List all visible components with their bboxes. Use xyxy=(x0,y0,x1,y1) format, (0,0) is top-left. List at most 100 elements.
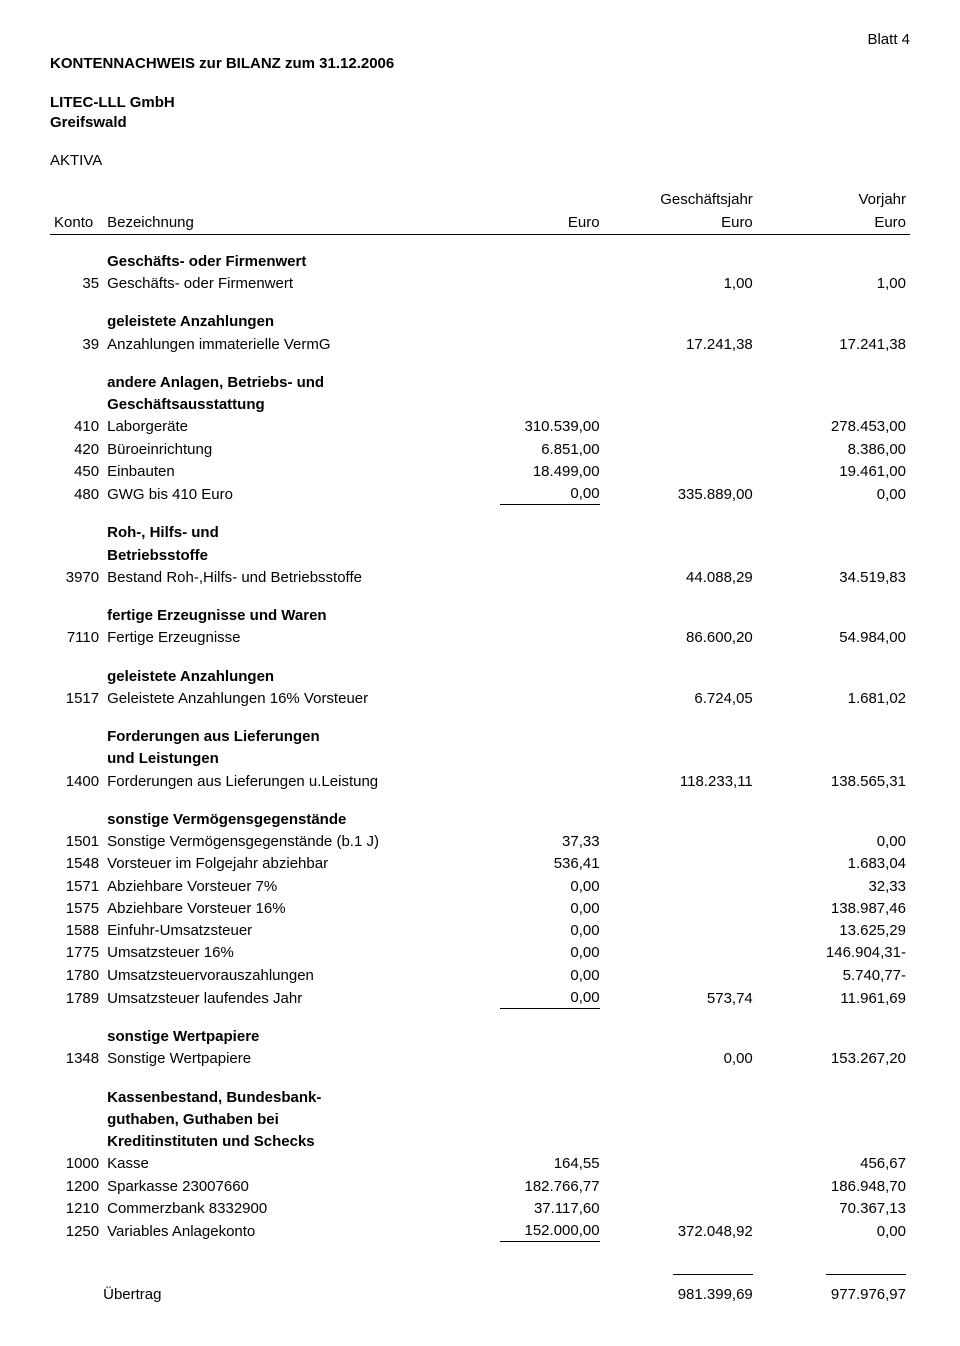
amount-current-year: 44.088,29 xyxy=(604,567,757,589)
account-description: Variables Anlagekonto xyxy=(103,1220,450,1243)
amount-prior-year: 1.681,02 xyxy=(757,688,910,710)
amount-current-year xyxy=(604,1198,757,1220)
group-heading-row: und Leistungen xyxy=(50,748,910,770)
account-number: 1517 xyxy=(50,688,103,710)
account-number: 1250 xyxy=(50,1220,103,1243)
group-heading: sonstige Wertpapiere xyxy=(103,1026,450,1048)
account-description: Büroeinrichtung xyxy=(103,439,450,461)
col-header-vorjahr: Vorjahr xyxy=(757,189,910,211)
amount-prior-year: 70.367,13 xyxy=(757,1198,910,1220)
account-description: Commerzbank 8332900 xyxy=(103,1198,450,1220)
amount-detail: 182.766,77 xyxy=(450,1176,603,1198)
group-heading-row: geleistete Anzahlungen xyxy=(50,311,910,333)
footer-table: Übertrag 981.399,69 977.976,97 xyxy=(50,1261,910,1306)
account-description: Forderungen aus Lieferungen u.Leistung xyxy=(103,771,450,793)
ledger-row: 7110Fertige Erzeugnisse86.600,2054.984,0… xyxy=(50,627,910,649)
ledger-row: 420Büroeinrichtung6.851,008.386,00 xyxy=(50,439,910,461)
amount-prior-year: 54.984,00 xyxy=(757,627,910,649)
spacer-row xyxy=(50,234,910,251)
amount-prior-year: 8.386,00 xyxy=(757,439,910,461)
amount-prior-year: 17.241,38 xyxy=(757,334,910,356)
amount-detail: 0,00 xyxy=(450,942,603,964)
group-heading: guthaben, Guthaben bei xyxy=(103,1109,450,1131)
account-number: 1571 xyxy=(50,876,103,898)
amount-detail: 152.000,00 xyxy=(450,1220,603,1243)
group-heading: geleistete Anzahlungen xyxy=(103,666,450,688)
ledger-row: 1780Umsatzsteuervorauszahlungen0,005.740… xyxy=(50,965,910,987)
account-number: 1575 xyxy=(50,898,103,920)
group-heading: Geschäftsausstattung xyxy=(103,394,450,416)
account-number: 1210 xyxy=(50,1198,103,1220)
amount-detail: 0,00 xyxy=(450,876,603,898)
group-heading: Geschäfts- oder Firmenwert xyxy=(103,251,450,273)
account-description: GWG bis 410 Euro xyxy=(103,483,450,506)
amount-prior-year: 0,00 xyxy=(757,483,910,506)
col-header-geschaeftsjahr: Geschäftsjahr xyxy=(604,189,757,211)
carryover-label: Übertrag xyxy=(103,1284,450,1306)
ledger-row: 410Laborgeräte310.539,00278.453,00 xyxy=(50,416,910,438)
spacer-row xyxy=(50,1010,910,1026)
amount-current-year xyxy=(604,831,757,853)
company-city: Greifswald xyxy=(50,113,910,133)
amount-detail: 37,33 xyxy=(450,831,603,853)
amount-detail: 310.539,00 xyxy=(450,416,603,438)
account-description: Laborgeräte xyxy=(103,416,450,438)
amount-current-year: 573,74 xyxy=(604,987,757,1010)
account-description: Umsatzsteuer laufendes Jahr xyxy=(103,987,450,1010)
amount-current-year: 372.048,92 xyxy=(604,1220,757,1243)
amount-current-year xyxy=(604,898,757,920)
amount-prior-year: 146.904,31- xyxy=(757,942,910,964)
amount-detail: 6.851,00 xyxy=(450,439,603,461)
ledger-table: Geschäftsjahr Vorjahr Konto Bezeichnung … xyxy=(50,189,910,1243)
ledger-row: 480GWG bis 410 Euro0,00335.889,000,00 xyxy=(50,483,910,506)
amount-current-year: 0,00 xyxy=(604,1048,757,1070)
group-heading: andere Anlagen, Betriebs- und xyxy=(103,372,450,394)
account-description: Geschäfts- oder Firmenwert xyxy=(103,273,450,295)
amount-detail: 0,00 xyxy=(450,920,603,942)
spacer-row xyxy=(50,650,910,666)
account-number: 1588 xyxy=(50,920,103,942)
account-description: Anzahlungen immaterielle VermG xyxy=(103,334,450,356)
ledger-row: 1348Sonstige Wertpapiere0,00153.267,20 xyxy=(50,1048,910,1070)
amount-current-year xyxy=(604,920,757,942)
ledger-row: 450Einbauten18.499,0019.461,00 xyxy=(50,461,910,483)
group-heading-row: Forderungen aus Lieferungen xyxy=(50,726,910,748)
amount-detail xyxy=(450,273,603,295)
group-heading-row: Geschäfts- oder Firmenwert xyxy=(50,251,910,273)
spacer-row xyxy=(50,506,910,522)
account-number: 410 xyxy=(50,416,103,438)
amount-detail: 0,00 xyxy=(450,965,603,987)
account-number: 480 xyxy=(50,483,103,506)
account-description: Sparkasse 23007660 xyxy=(103,1176,450,1198)
group-heading-row: Geschäftsausstattung xyxy=(50,394,910,416)
col-header-euro: Euro xyxy=(450,212,603,235)
amount-prior-year: 186.948,70 xyxy=(757,1176,910,1198)
ledger-row: 1250Variables Anlagekonto152.000,00372.0… xyxy=(50,1220,910,1243)
group-heading-row: Kassenbestand, Bundesbank- xyxy=(50,1087,910,1109)
ledger-row: 1210Commerzbank 833290037.117,6070.367,1… xyxy=(50,1198,910,1220)
group-heading: Forderungen aus Lieferungen xyxy=(103,726,450,748)
company-block: LITEC-LLL GmbH Greifswald xyxy=(50,93,910,134)
account-description: Umsatzsteuer 16% xyxy=(103,942,450,964)
group-heading: fertige Erzeugnisse und Waren xyxy=(103,605,450,627)
col-header-euro: Euro xyxy=(757,212,910,235)
sum-rule xyxy=(673,1274,753,1276)
group-heading: sonstige Vermögensgegenstände xyxy=(103,809,450,831)
amount-detail: 0,00 xyxy=(450,898,603,920)
page-number: Blatt 4 xyxy=(50,30,910,50)
amount-current-year xyxy=(604,853,757,875)
group-heading-row: Roh-, Hilfs- und xyxy=(50,522,910,544)
amount-detail xyxy=(450,688,603,710)
ledger-row: 35Geschäfts- oder Firmenwert1,001,00 xyxy=(50,273,910,295)
col-header-euro: Euro xyxy=(604,212,757,235)
ledger-row: 3970Bestand Roh-,Hilfs- und Betriebsstof… xyxy=(50,567,910,589)
amount-detail: 0,00 xyxy=(450,987,603,1010)
ledger-row: 1571Abziehbare Vorsteuer 7%0,0032,33 xyxy=(50,876,910,898)
amount-current-year xyxy=(604,1153,757,1175)
account-description: Sonstige Wertpapiere xyxy=(103,1048,450,1070)
amount-prior-year: 19.461,00 xyxy=(757,461,910,483)
group-heading-row: fertige Erzeugnisse und Waren xyxy=(50,605,910,627)
amount-detail: 18.499,00 xyxy=(450,461,603,483)
account-number: 1548 xyxy=(50,853,103,875)
account-description: Abziehbare Vorsteuer 16% xyxy=(103,898,450,920)
